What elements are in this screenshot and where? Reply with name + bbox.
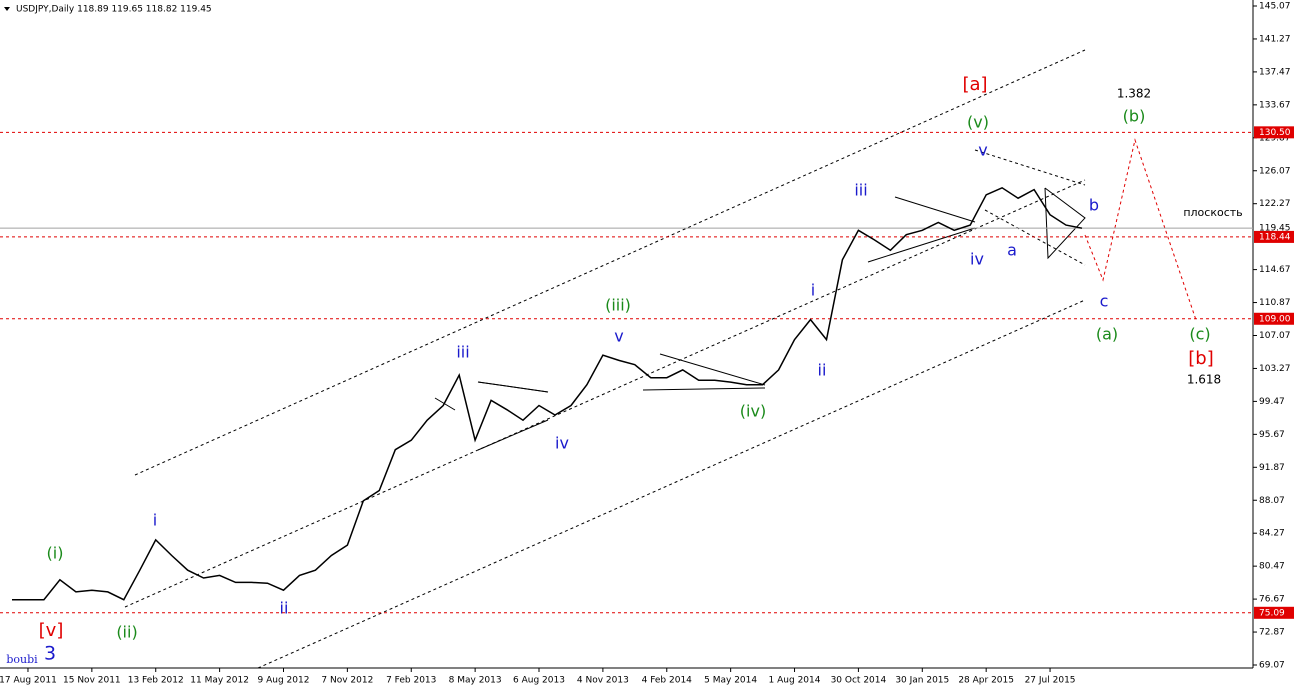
channel-short [984, 209, 1086, 266]
wave-label: i [811, 281, 815, 300]
wave-label: i [153, 511, 157, 530]
wave-label: v [978, 141, 987, 160]
y-tick-label: 122.27 [1259, 199, 1291, 209]
level-box [1254, 606, 1294, 619]
triangle [867, 227, 976, 263]
y-tick-label: 107.07 [1259, 331, 1291, 341]
fib-label: 1.382 [1117, 87, 1151, 101]
level-label: 118.44 [1259, 232, 1291, 242]
x-tick-label: 15 Nov 2011 [63, 676, 121, 686]
triangle [1044, 187, 1086, 260]
chart-title: USDJPY,Daily 118.89 119.65 118.82 119.45 [16, 5, 212, 15]
y-tick-label: 84.27 [1259, 529, 1285, 539]
level-label: 119.45 [1259, 224, 1291, 234]
x-tick-label: 7 Feb 2013 [386, 676, 436, 686]
x-tick-label: 4 Feb 2014 [642, 676, 693, 686]
level-label: 75.09 [1259, 608, 1285, 618]
x-tick-label: 5 May 2014 [704, 676, 757, 686]
level-label: 130.50 [1259, 128, 1291, 138]
y-tick-label: 137.47 [1259, 67, 1291, 77]
level-label: 109.00 [1259, 314, 1291, 324]
x-tick-label: 9 Aug 2012 [258, 676, 310, 686]
wave-label: [a] [962, 74, 987, 95]
wave-label: v [614, 327, 623, 346]
x-tick-label: 4 Nov 2013 [577, 676, 629, 686]
channel-short [974, 149, 1086, 186]
wave-label: [b] [1188, 348, 1213, 369]
triangles [434, 187, 1086, 451]
wave-label: (a) [1096, 325, 1118, 344]
y-tick-label: 80.47 [1259, 562, 1285, 572]
triangle [894, 196, 976, 223]
channel-middle [124, 179, 1086, 608]
wave-label: ii [280, 599, 289, 618]
y-tick-label: 114.67 [1259, 265, 1291, 275]
x-tick-label: 8 May 2013 [449, 676, 502, 686]
wave-label: [v] [39, 620, 64, 641]
triangle [642, 387, 766, 391]
x-tick-label: 27 Jul 2015 [1025, 676, 1076, 686]
y-tick-label: 76.67 [1259, 595, 1285, 605]
wave-label: c [1100, 292, 1109, 311]
y-tick-label: 103.27 [1259, 364, 1291, 374]
x-tick-label: 7 Nov 2012 [321, 676, 373, 686]
x-tick-label: 28 Apr 2015 [958, 676, 1014, 686]
wave-label: iv [555, 434, 569, 453]
wave-label: iii [456, 343, 469, 362]
level-box [1254, 126, 1294, 139]
triangle [477, 419, 549, 451]
y-tick-label: 95.67 [1259, 430, 1285, 440]
y-tick-label: 145.07 [1259, 2, 1291, 12]
wave-label: (iv) [740, 402, 766, 421]
wave-label: (c) [1189, 325, 1210, 344]
note: плоскость [1183, 206, 1242, 219]
title-arrow [4, 7, 10, 11]
channel-lower [257, 299, 1086, 669]
wave-label: (iii) [605, 296, 631, 315]
author: boubi [6, 653, 38, 666]
x-tick-label: 11 May 2012 [190, 676, 249, 686]
x-tick-label: 6 Aug 2013 [513, 676, 565, 686]
triangle [477, 381, 549, 393]
wave-label: (ii) [116, 623, 137, 642]
y-tick-label: 72.87 [1259, 628, 1285, 638]
x-tick-label: 30 Jan 2015 [895, 676, 949, 686]
price-line [12, 186, 1083, 601]
triangle [434, 397, 456, 411]
wave-label: 3 [44, 643, 56, 665]
x-tick-label: 30 Oct 2014 [831, 676, 887, 686]
y-tick-label: 133.67 [1259, 100, 1291, 110]
y-tick-label: 69.07 [1259, 661, 1285, 671]
wave-label: a [1007, 241, 1017, 260]
projection [1084, 138, 1197, 321]
wave-label: (b) [1123, 107, 1146, 126]
wave-labels: [a] 1.382 (b) (v) v iii b плоскость a iv… [6, 74, 1242, 666]
level-box [1254, 230, 1294, 243]
y-tick-label: 99.47 [1259, 397, 1285, 407]
wave-label: iv [970, 250, 984, 269]
wave-label: b [1089, 196, 1099, 215]
wave-label: (i) [47, 544, 64, 563]
x-tick-label: 17 Aug 2011 [0, 676, 57, 686]
y-tick-label: 141.27 [1259, 34, 1291, 44]
triangle [659, 353, 766, 386]
level-box [1254, 312, 1294, 325]
wave-label: ii [818, 361, 827, 380]
x-tick-label: 1 Aug 2014 [769, 676, 821, 686]
x-tick-label: 13 Feb 2012 [128, 676, 184, 686]
fib-label: 1.618 [1187, 373, 1221, 387]
y-tick-label: 88.07 [1259, 496, 1285, 506]
y-tick-label: 91.87 [1259, 463, 1285, 473]
wave-label: iii [854, 181, 867, 200]
y-tick-label: 110.87 [1259, 298, 1291, 308]
y-tick-label: 126.07 [1259, 166, 1291, 176]
channels [124, 49, 1086, 669]
wave-label: (v) [967, 113, 989, 132]
